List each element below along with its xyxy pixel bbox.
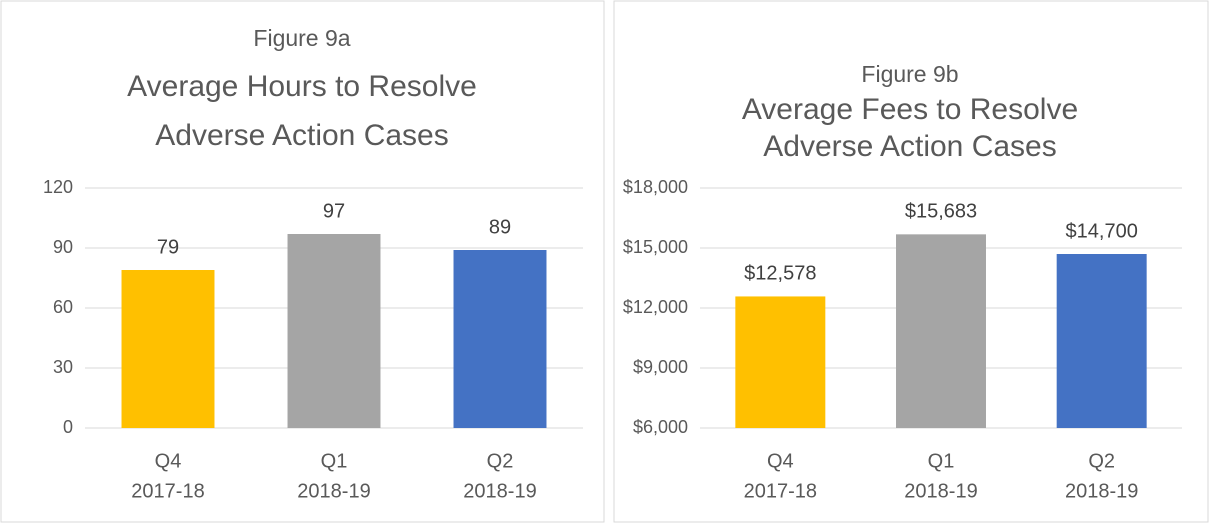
x-tick-label: 2018-19 (463, 480, 536, 502)
y-tick-label: $12,000 (623, 297, 688, 317)
bar (121, 270, 215, 428)
chart-subtitle: Adverse Action Cases (155, 119, 448, 152)
y-tick-label: $15,000 (623, 237, 688, 257)
x-tick-label: 2017-18 (131, 480, 204, 502)
y-tick-label: 60 (53, 297, 73, 317)
y-tick-label: 90 (53, 237, 73, 257)
y-tick-label: 120 (43, 177, 73, 197)
x-tick-label: Q4 (155, 450, 182, 472)
value-label: 79 (157, 236, 179, 258)
y-tick-label: 0 (63, 417, 73, 437)
chart-subtitle: Average Hours to Resolve (127, 70, 477, 103)
value-label: $14,700 (1066, 220, 1138, 242)
chart-subtitle: Adverse Action Cases (763, 130, 1056, 163)
bar (1056, 254, 1147, 428)
x-tick-label: Q2 (1088, 450, 1115, 472)
bar (735, 296, 826, 428)
panel-border (0, 0, 605, 523)
y-tick-label: $18,000 (623, 177, 688, 197)
x-tick-label: 2018-19 (904, 480, 977, 502)
bar (896, 234, 986, 428)
x-tick-label: Q2 (487, 450, 514, 472)
value-label: $15,683 (905, 201, 977, 223)
value-label: $12,578 (744, 263, 816, 285)
y-tick-label: $6,000 (633, 417, 688, 437)
x-tick-label: Q4 (767, 450, 794, 472)
x-tick-label: 2018-19 (1065, 480, 1138, 502)
chart-title: Figure 9a (253, 25, 350, 51)
panel-border (613, 0, 1209, 523)
bar (453, 250, 547, 428)
chart-title: Figure 9b (861, 61, 958, 87)
chart-subtitle: Average Fees to Resolve (742, 93, 1078, 126)
x-tick-label: Q1 (928, 450, 955, 472)
y-tick-label: $9,000 (633, 357, 688, 377)
value-label: 89 (489, 216, 511, 238)
bar (287, 234, 381, 428)
y-tick-label: 30 (53, 357, 73, 377)
x-tick-label: 2017-18 (744, 480, 817, 502)
x-tick-label: Q1 (321, 450, 348, 472)
value-label: 97 (323, 200, 345, 222)
x-tick-label: 2018-19 (297, 480, 370, 502)
